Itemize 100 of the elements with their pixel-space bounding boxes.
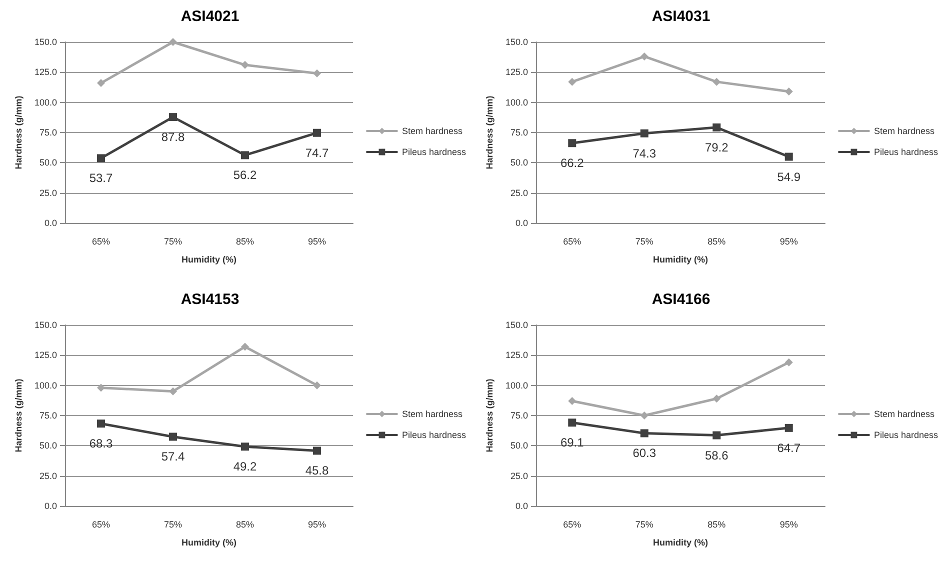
point xyxy=(97,384,105,392)
y-tick-label: 0.0 xyxy=(515,218,528,228)
point xyxy=(169,432,177,441)
y-tick-label: 150.0 xyxy=(34,37,57,47)
y-tick-label: 75.0 xyxy=(510,128,528,138)
y-tick-label: 100.0 xyxy=(505,380,528,390)
x-tick-label: 65% xyxy=(563,520,582,530)
y-axis-title: Hardness (g/mm) xyxy=(484,378,494,452)
point xyxy=(568,397,576,406)
point xyxy=(313,381,321,390)
y-tick-label: 75.0 xyxy=(39,410,57,420)
point xyxy=(640,52,648,60)
point xyxy=(169,113,177,122)
point xyxy=(640,129,648,138)
y-tick-label: 125.0 xyxy=(505,67,528,78)
x-tick-label: 95% xyxy=(780,520,798,530)
point xyxy=(169,387,177,396)
y-tick-label: 25.0 xyxy=(39,188,57,198)
y-tick-label: 100.0 xyxy=(34,380,57,390)
point xyxy=(97,154,105,162)
y-tick-label: 150.0 xyxy=(505,320,528,330)
x-axis-title: Humidity (%) xyxy=(653,538,708,548)
point xyxy=(568,78,576,86)
data-label: 57.4 xyxy=(161,450,185,464)
y-axis-title: Hardness (g/mm) xyxy=(14,378,24,452)
chart-title: ASI4166 xyxy=(652,291,710,308)
data-label: 79.2 xyxy=(704,140,729,154)
x-tick-label: 65% xyxy=(563,236,582,246)
y-tick-label: 125.0 xyxy=(34,67,57,78)
x-tick-label: 65% xyxy=(92,520,110,530)
x-tick-label: 95% xyxy=(308,236,326,246)
y-tick-label: 50.0 xyxy=(510,440,528,451)
x-tick-label: 75% xyxy=(635,520,654,530)
x-tick-label: 65% xyxy=(92,236,110,246)
y-tick-label: 150.0 xyxy=(34,320,57,330)
x-tick-label: 85% xyxy=(708,520,726,530)
x-tick-label: 75% xyxy=(164,520,182,530)
data-label: 87.8 xyxy=(161,130,185,144)
legend-label: Stem hardness xyxy=(874,409,935,419)
y-tick-label: 150.0 xyxy=(505,37,528,47)
legend-label: Pileus hardness xyxy=(874,430,938,440)
point xyxy=(568,139,576,148)
point xyxy=(97,420,105,428)
point xyxy=(784,152,793,161)
point xyxy=(97,79,105,88)
point xyxy=(313,69,321,78)
y-tick-label: 75.0 xyxy=(39,128,57,138)
point xyxy=(568,418,576,427)
x-tick-label: 95% xyxy=(308,520,326,530)
legend-label: Pileus hardness xyxy=(402,147,466,157)
data-label: 58.6 xyxy=(704,448,729,462)
y-tick-label: 0.0 xyxy=(44,218,57,228)
point xyxy=(784,358,793,366)
x-tick-label: 75% xyxy=(164,236,182,246)
x-tick-label: 85% xyxy=(236,520,254,530)
point xyxy=(712,123,721,132)
y-tick-label: 0.0 xyxy=(44,501,57,511)
point xyxy=(640,412,648,420)
x-axis-title: Humidity (%) xyxy=(653,254,708,264)
y-axis-title: Hardness (g/mm) xyxy=(14,96,24,170)
y-tick-label: 25.0 xyxy=(510,188,528,198)
x-tick-label: 75% xyxy=(635,236,654,246)
y-tick-label: 125.0 xyxy=(505,350,528,360)
point xyxy=(241,442,249,451)
legend-label: Stem hardness xyxy=(874,126,935,136)
y-tick-label: 100.0 xyxy=(34,97,57,108)
y-tick-label: 75.0 xyxy=(510,410,528,420)
data-label: 74.7 xyxy=(305,146,329,160)
data-label: 54.9 xyxy=(777,170,801,184)
x-axis-title: Humidity (%) xyxy=(182,254,236,264)
y-tick-label: 125.0 xyxy=(34,350,57,360)
x-axis-title: Humidity (%) xyxy=(182,538,236,548)
legend-label: Stem hardness xyxy=(402,409,463,419)
legend-label: Stem hardness xyxy=(402,126,463,136)
point xyxy=(313,446,321,455)
point xyxy=(169,38,177,46)
data-label: 60.3 xyxy=(632,446,656,460)
point xyxy=(712,431,721,440)
chart-title: ASI4153 xyxy=(180,291,240,308)
data-label: 49.2 xyxy=(233,460,257,474)
data-label: 53.7 xyxy=(89,171,113,186)
point xyxy=(241,60,249,69)
point xyxy=(712,394,721,403)
point xyxy=(313,128,321,137)
x-tick-label: 85% xyxy=(708,236,726,246)
chart-title: ASI4021 xyxy=(180,8,240,25)
y-tick-label: 50.0 xyxy=(39,158,57,168)
data-label: 69.1 xyxy=(560,436,584,450)
point xyxy=(640,429,648,438)
data-label: 56.2 xyxy=(233,168,257,182)
point xyxy=(784,87,793,96)
x-tick-label: 85% xyxy=(236,236,254,246)
y-axis-title: Hardness (g/mm) xyxy=(484,96,494,170)
x-tick-label: 95% xyxy=(780,236,798,246)
data-label: 64.7 xyxy=(777,440,801,455)
y-tick-label: 50.0 xyxy=(510,158,528,168)
data-label: 74.3 xyxy=(632,146,656,160)
point xyxy=(241,151,249,160)
y-tick-label: 0.0 xyxy=(515,501,528,511)
legend-label: Pileus hardness xyxy=(874,147,938,157)
